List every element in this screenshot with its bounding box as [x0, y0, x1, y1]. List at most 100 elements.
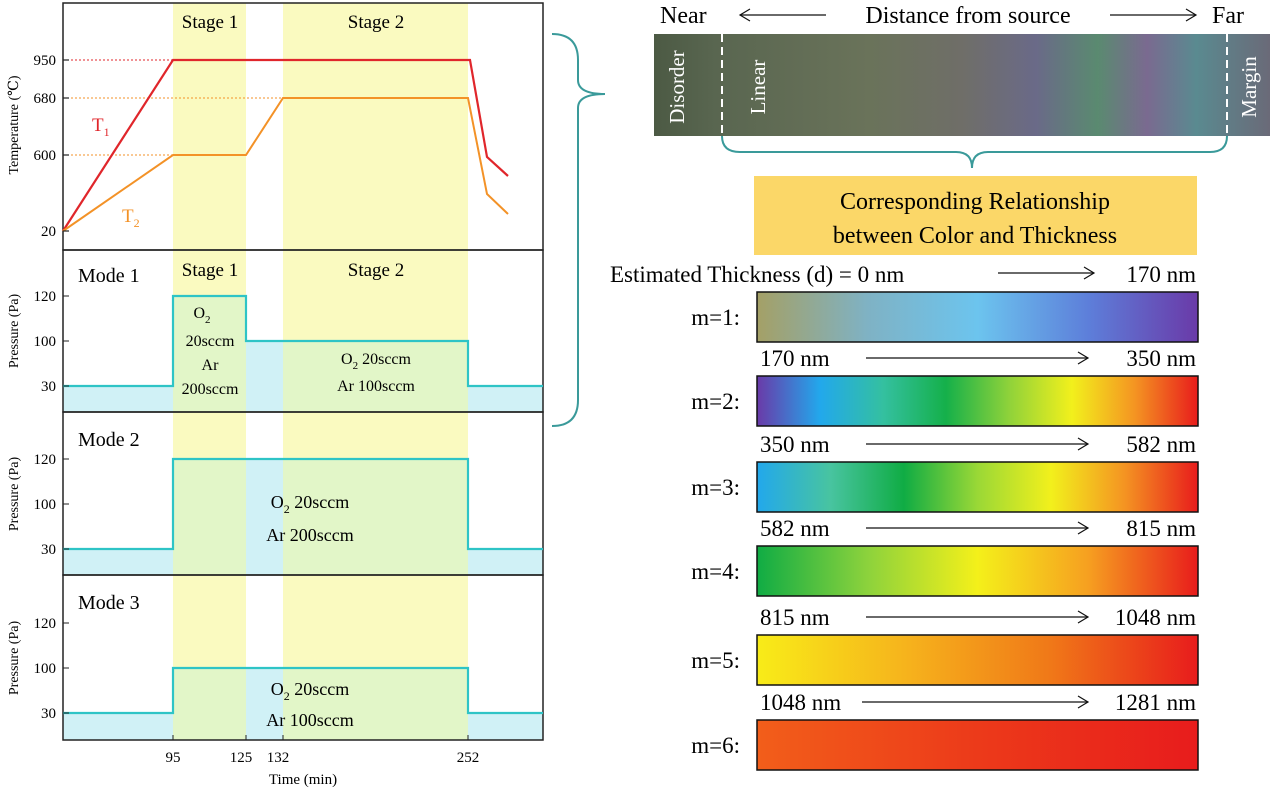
- mode1-ylabel: Pressure (Pa): [7, 294, 22, 369]
- bar-end-m2: 350 nm: [1126, 346, 1196, 371]
- x-tick-132: 132: [267, 750, 290, 766]
- mode2-y-ticks: 120 100 30: [34, 452, 69, 558]
- m1-tick-30: 30: [41, 379, 56, 395]
- mode3-ylabel: Pressure (Pa): [7, 621, 22, 696]
- bar-end-m6: 1281 nm: [1115, 690, 1196, 715]
- t1-curve: [62, 58, 509, 232]
- t2-label: T2: [122, 206, 140, 230]
- mode1-stage2-label: Stage 2: [348, 260, 404, 281]
- left-arrow: [738, 8, 826, 22]
- mode3-overlap-s1: [173, 668, 246, 740]
- x-axis-title: Time (min): [269, 772, 337, 788]
- mode1-y-ticks: 120 100 30: [34, 289, 69, 395]
- mode1-s2-ar: Ar 100sccm: [337, 378, 415, 395]
- mode2-o2: O2 20sccm: [271, 492, 349, 516]
- mode1-overlap-s1: [173, 296, 246, 412]
- mode3-pressure-line: [63, 666, 543, 715]
- far-label: Far: [1212, 3, 1244, 29]
- thickness-bar-m2: [756, 375, 1199, 427]
- bar-label-m6: m=6:: [691, 733, 740, 758]
- sample-strip: [654, 34, 1270, 136]
- mode2-ar: Ar 200sccm: [266, 525, 353, 545]
- mode1-pressure-line: [63, 294, 543, 388]
- region-margin: Margin: [1237, 56, 1261, 118]
- region-disorder: Disorder: [665, 50, 689, 123]
- mode2-overlap-s2: [283, 459, 468, 575]
- mode3-y-ticks: 120 100 30: [34, 616, 69, 722]
- t1-label: T1: [92, 115, 110, 139]
- bar-label-m5: m=5:: [691, 648, 740, 673]
- mode3-o2: O2 20sccm: [271, 679, 349, 703]
- mode3-panel: [62, 574, 544, 741]
- tick-680: 680: [34, 91, 57, 107]
- x-axis: 95 125 132 252 Time (min): [166, 735, 480, 788]
- tick-20: 20: [41, 224, 56, 240]
- region-linear: Linear: [746, 60, 770, 115]
- temp-stage1-label: Stage 1: [182, 12, 238, 33]
- bar-arrow-head-m3: [1077, 437, 1090, 451]
- mode1-overlap-s2: [283, 341, 468, 412]
- linear-brace: [721, 135, 1228, 169]
- bar-end-m4: 815 nm: [1126, 516, 1196, 541]
- banner-line2: between Color and Thickness: [833, 223, 1117, 249]
- mode3-overlap-s2: [283, 668, 468, 740]
- bar-start-m3: 350 nm: [760, 432, 830, 457]
- m3-tick-120: 120: [34, 616, 57, 632]
- m2-tick-100: 100: [34, 497, 57, 513]
- bar-start-m2: 170 nm: [760, 346, 830, 371]
- m3-tick-100: 100: [34, 661, 57, 677]
- mode2-pressure-line: [63, 457, 543, 551]
- tick-950: 950: [34, 53, 57, 69]
- thickness-bars: m=1: m=2: 170 nm 350 nm m=3: 350 nm 582 nm m=4:…: [691, 291, 1199, 771]
- m1-arrow: [998, 266, 1096, 280]
- x-tick-95: 95: [166, 750, 181, 766]
- mode1-s1-o2-flow: 20sccm: [186, 333, 235, 350]
- mode3-title: Mode 3: [78, 592, 140, 614]
- left-panel: 950 680 600 20 Temperature (℃) Stage 1 S…: [7, 2, 544, 788]
- bar-end-m3: 582 nm: [1126, 432, 1196, 457]
- near-label: Near: [660, 3, 707, 29]
- bar-end-m5: 1048 nm: [1115, 605, 1196, 630]
- bar-start-m6: 1048 nm: [760, 690, 841, 715]
- thickness-bar-m4: [756, 545, 1199, 597]
- t2-curve: [62, 97, 509, 232]
- m2-tick-30: 30: [41, 542, 56, 558]
- thickness-bar-m6: [756, 719, 1199, 771]
- right-arrow: [1110, 8, 1198, 22]
- m1-tick-120: 120: [34, 289, 57, 305]
- relationship-banner: [754, 176, 1197, 255]
- bar-arrow-head-m6: [1077, 695, 1090, 709]
- bar-start-m5: 815 nm: [760, 605, 830, 630]
- distance-label: Distance from source: [865, 3, 1070, 29]
- x-tick-252: 252: [457, 750, 480, 766]
- mode2-overlap-s1: [173, 459, 246, 575]
- m3-tick-30: 30: [41, 706, 56, 722]
- mode1-s1-o2: O2: [193, 305, 210, 326]
- mode1-s2-o2: O2 20sccm: [341, 351, 411, 372]
- m1-end: 170 nm: [1126, 262, 1196, 287]
- mode2-title: Mode 2: [78, 429, 140, 451]
- estimated-prefix: Estimated Thickness (d) = 0 nm: [610, 262, 904, 287]
- x-tick-125: 125: [230, 750, 253, 766]
- mode1-s1-ar: Ar: [202, 357, 220, 374]
- banner-line1: Corresponding Relationship: [840, 189, 1110, 215]
- bar-label-m1: m=1:: [691, 305, 740, 330]
- bar-arrow-head-m4: [1077, 521, 1090, 535]
- temperature-y-ticks: 950 680 600 20: [34, 53, 69, 240]
- mode1-title: Mode 1: [78, 265, 140, 287]
- bar-label-m4: m=4:: [691, 559, 740, 584]
- temp-stage2-label: Stage 2: [348, 12, 404, 33]
- bar-arrow-head-m2: [1077, 351, 1090, 365]
- m1-tick-100: 100: [34, 334, 57, 350]
- mode1-stage1-label: Stage 1: [182, 260, 238, 281]
- thickness-bar-m1: [756, 291, 1199, 343]
- mode1-s1-ar-flow: 200sccm: [182, 381, 239, 398]
- thickness-bar-m3: [756, 461, 1199, 513]
- right-panel: Near Distance from source Far Disorder L…: [610, 3, 1270, 771]
- bar-start-m4: 582 nm: [760, 516, 830, 541]
- temperature-ylabel: Temperature (℃): [7, 75, 22, 174]
- mode3-ar: Ar 100sccm: [266, 710, 353, 730]
- connector-brace: [551, 33, 606, 427]
- bar-label-m2: m=2:: [691, 389, 740, 414]
